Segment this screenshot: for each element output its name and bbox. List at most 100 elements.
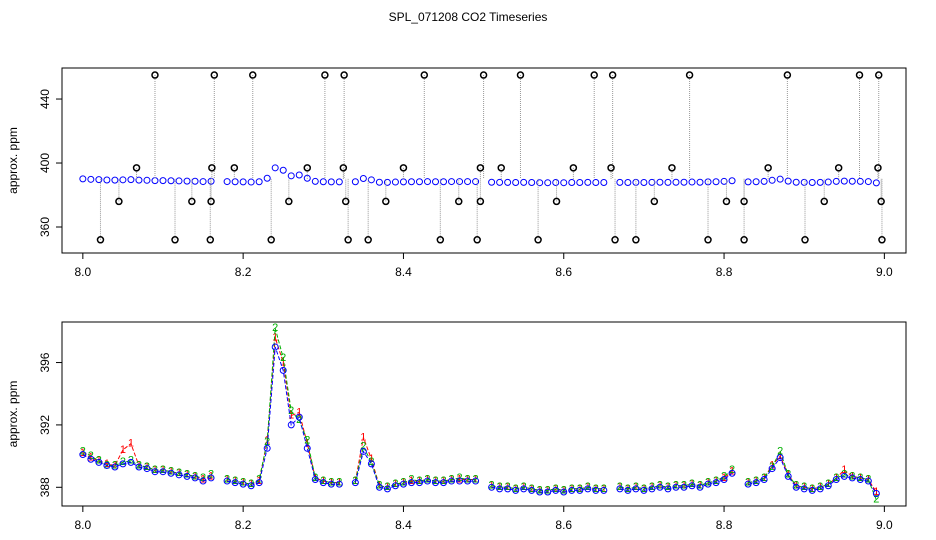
data-point: 2 [521, 481, 527, 493]
data-point [800, 178, 808, 186]
data-point [464, 178, 472, 186]
data-point [285, 197, 293, 206]
data-point [504, 178, 512, 186]
data-point: 2 [529, 483, 535, 495]
data-point: 1 [128, 438, 134, 450]
data-point [171, 236, 179, 244]
data-point: 2 [513, 483, 519, 495]
data-point: 2 [665, 481, 671, 493]
data-point: 2 [553, 483, 559, 495]
data-point [351, 479, 359, 487]
data-point: 2 [400, 477, 406, 489]
data-point [632, 485, 640, 493]
data-point: 2 [184, 469, 190, 481]
data-point: 2 [753, 475, 759, 487]
data-point [271, 343, 279, 351]
data-point [832, 475, 840, 483]
data-point [874, 164, 882, 172]
data-point: 1 [256, 475, 262, 487]
data-point [175, 471, 183, 479]
data-point [249, 71, 257, 79]
data-point [231, 479, 239, 487]
x-tick-label: 8.8 [716, 518, 733, 532]
data-point [688, 482, 696, 490]
data-point [520, 178, 528, 186]
data-point: 1 [328, 477, 334, 489]
data-point: 2 [440, 475, 446, 487]
data-point [267, 236, 275, 244]
data-point [624, 486, 632, 494]
data-point [856, 177, 864, 185]
data-point: 2 [561, 484, 567, 496]
data-point: 2 [673, 480, 679, 492]
data-point: 2 [745, 477, 751, 489]
data-point [592, 179, 600, 187]
data-point: 2 [96, 455, 102, 467]
data-point: 2 [657, 480, 663, 492]
data-point [407, 479, 415, 487]
data-point: 2 [465, 473, 471, 485]
data-point: 2 [545, 484, 551, 496]
data-point [584, 178, 592, 186]
data-point: 2 [505, 481, 511, 493]
x-tick-label: 9.0 [876, 265, 893, 279]
data-point: 1 [208, 470, 214, 482]
data-point: 2 [360, 441, 366, 453]
data-point: 2 [320, 475, 326, 487]
data-point [247, 482, 255, 490]
data-point [497, 164, 505, 172]
data-point: 1 [729, 466, 735, 478]
data-point: 2 [809, 483, 815, 495]
data-point: 1 [376, 480, 382, 492]
data-point [399, 178, 407, 186]
data-point [87, 455, 95, 463]
data-point: 2 [384, 481, 390, 493]
data-point: 1 [857, 472, 863, 484]
x-tick-label: 9.0 [876, 518, 893, 532]
data-point [722, 197, 731, 206]
data-point [207, 177, 215, 185]
data-point [878, 236, 886, 244]
data-point [103, 176, 111, 184]
data-point [656, 483, 664, 491]
data-point: 2 [232, 475, 238, 487]
data-point: 2 [272, 322, 278, 334]
data-point: 2 [825, 478, 831, 490]
data-point [95, 458, 103, 466]
data-point [688, 178, 696, 186]
data-point [255, 178, 263, 186]
data-point [584, 485, 592, 493]
data-point [685, 71, 694, 79]
data-point: 2 [593, 483, 599, 495]
data-point: 2 [424, 473, 430, 485]
data-point [740, 236, 748, 244]
data-point: 1 [368, 453, 374, 465]
data-point: 1 [408, 475, 414, 487]
data-point [744, 178, 752, 186]
data-point: 2 [160, 464, 166, 476]
data-point: 2 [713, 475, 719, 487]
data-point: 2 [432, 475, 438, 487]
data-point [576, 486, 584, 494]
data-point: 2 [785, 469, 791, 481]
data-point: 2 [537, 484, 543, 496]
data-point: 2 [368, 456, 374, 468]
data-point [440, 178, 448, 186]
data-point [359, 175, 367, 183]
data-point [167, 177, 175, 185]
x-tick-label: 8.0 [74, 265, 91, 279]
data-point [448, 178, 456, 186]
data-point: 2 [585, 481, 591, 493]
data-point: 2 [304, 434, 310, 446]
data-point [223, 477, 231, 485]
data-point: 2 [448, 473, 454, 485]
data-point [175, 177, 183, 185]
data-point: 1 [456, 473, 462, 485]
data-point [496, 485, 504, 493]
data-point: 2 [849, 470, 855, 482]
data-point [856, 475, 864, 483]
data-point [423, 178, 431, 186]
data-point [79, 451, 87, 459]
data-point [656, 178, 664, 186]
data-point [874, 71, 883, 79]
